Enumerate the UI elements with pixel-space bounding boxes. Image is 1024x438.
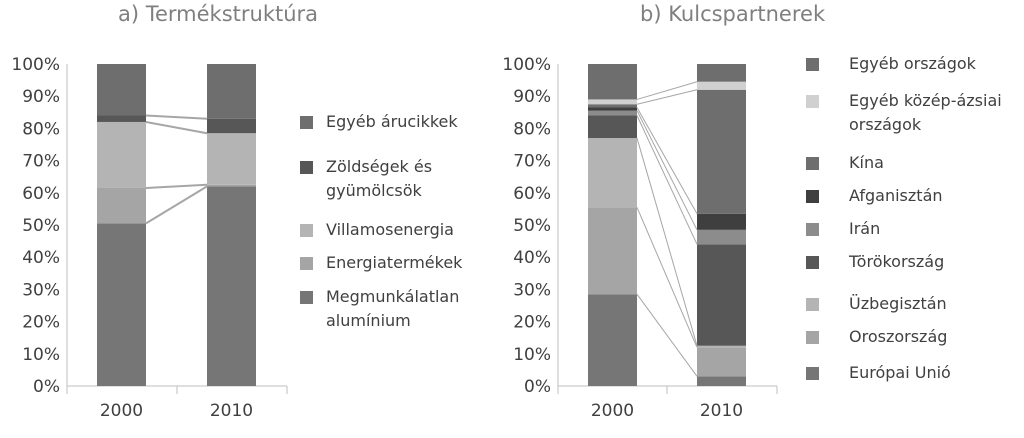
- legend-swatch: [300, 257, 313, 270]
- y-tick-label: 30%: [22, 280, 60, 300]
- bar-segment: [207, 64, 256, 119]
- legend-swatch: [300, 161, 313, 174]
- series-connector-line: [145, 114, 208, 120]
- bar-segment: [207, 186, 256, 386]
- y-tick-label: 0%: [33, 377, 60, 397]
- y-tick-label: 50%: [22, 216, 60, 236]
- legend-label: Energiatermékek: [326, 253, 463, 272]
- y-tick-label: 90%: [22, 87, 60, 107]
- legend-label: Egyéb árucikkek: [326, 112, 458, 131]
- bar-segment: [207, 118, 256, 134]
- y-tick-label: 40%: [22, 248, 60, 268]
- series-connector-line: [145, 183, 208, 189]
- bar-segment: [97, 121, 146, 188]
- y-tick-label: 70%: [22, 152, 60, 172]
- bar-segment: [207, 184, 256, 187]
- legend-label: Villamosenergia: [326, 220, 454, 239]
- bar-segment: [97, 115, 146, 122]
- chart-b-title: b) Kulcspartnerek: [640, 2, 826, 26]
- legend-swatch: [300, 116, 313, 129]
- legend-label: Zöldségek és gyümölcsök: [326, 157, 432, 200]
- series-connector-line: [145, 120, 208, 135]
- bar-segment: [97, 64, 146, 116]
- legend-label: Megmunkálatlan alumínium: [326, 287, 459, 330]
- series-connector-line: [145, 185, 208, 225]
- bar-segment: [97, 223, 146, 386]
- y-tick-label: 20%: [22, 313, 60, 333]
- y-tick-label: 100%: [11, 55, 60, 75]
- legend-swatch: [300, 291, 313, 304]
- x-tick-label: 2000: [100, 401, 143, 421]
- y-tick-label: 60%: [22, 184, 60, 204]
- legend-swatch: [300, 224, 313, 237]
- bar-segment: [207, 133, 256, 185]
- x-tick-label: 2010: [210, 401, 253, 421]
- y-tick-label: 80%: [22, 119, 60, 139]
- y-tick-label: 10%: [22, 345, 60, 365]
- bar-segment: [97, 187, 146, 224]
- chart-a-title: a) Termékstruktúra: [118, 2, 319, 26]
